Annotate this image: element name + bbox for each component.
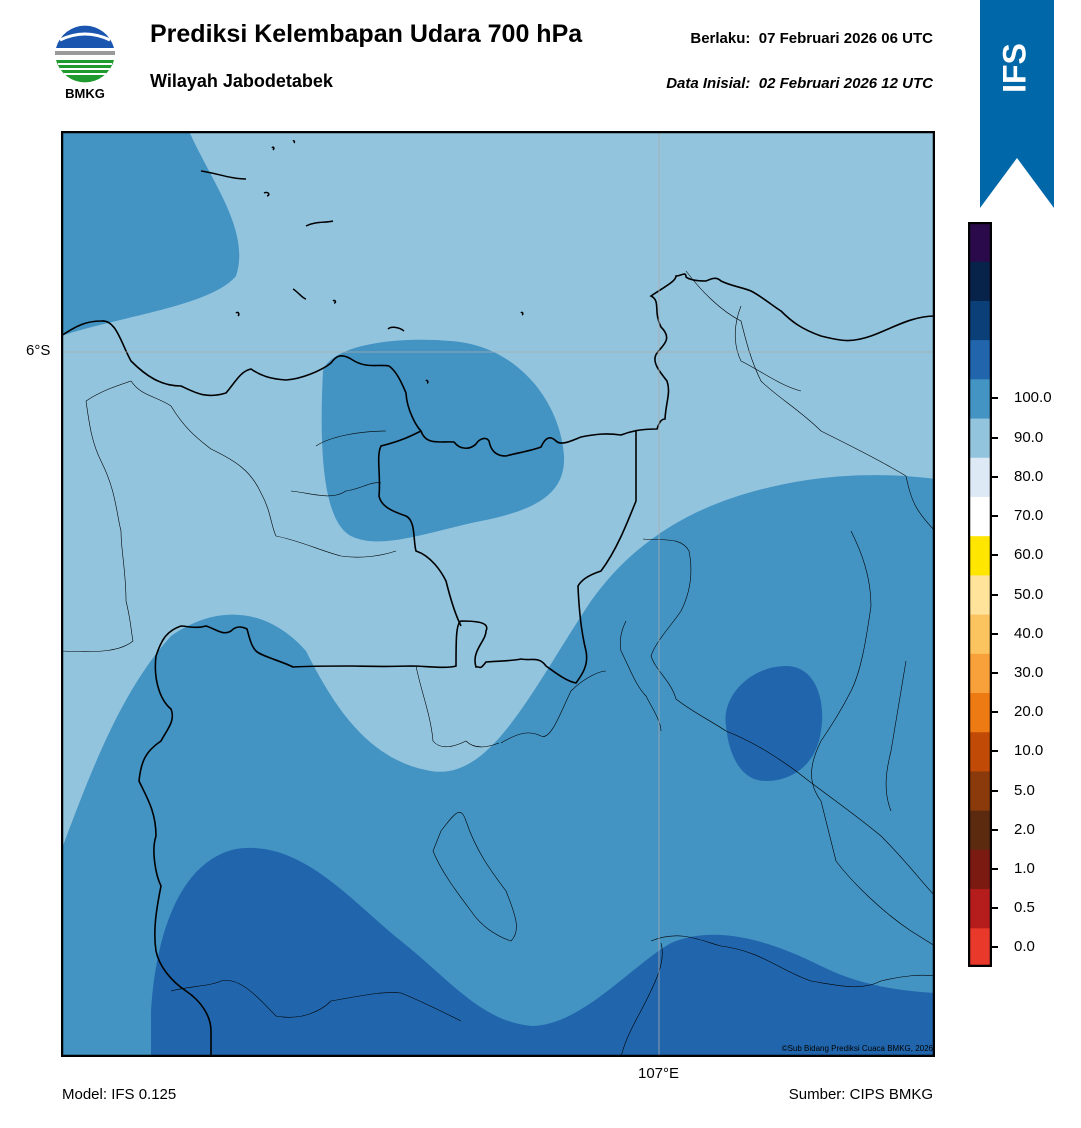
colorbar-segment bbox=[968, 535, 992, 576]
colorbar-tick bbox=[992, 750, 998, 753]
colorbar-segment bbox=[968, 222, 992, 262]
colorbar-tick bbox=[992, 711, 998, 714]
jakarta-boundary bbox=[377, 430, 462, 627]
colorbar-label: 40.0 bbox=[1014, 624, 1044, 642]
colorbar-label: 10.0 bbox=[1014, 742, 1044, 760]
colorbar-segment bbox=[968, 731, 992, 772]
colorbar-tick bbox=[992, 671, 998, 674]
colorbar-label: 5.0 bbox=[1014, 781, 1035, 799]
initial-time: Data Inisial: 02 Februari 2026 12 UTC bbox=[666, 75, 933, 92]
colorbar-label: 90.0 bbox=[1014, 428, 1044, 446]
valid-label: Berlaku: bbox=[690, 30, 751, 47]
colorbar-segment bbox=[968, 614, 992, 654]
map-frame bbox=[61, 131, 935, 1057]
colorbar-segment bbox=[968, 927, 992, 967]
valid-value: 07 Februari 2026 06 UTC bbox=[758, 30, 933, 47]
colorbar-tick bbox=[992, 515, 998, 518]
init-value: 02 Februari 2026 12 UTC bbox=[758, 75, 933, 92]
fill-70-80-northwest bbox=[61, 131, 240, 336]
colorbar-segment bbox=[968, 849, 992, 890]
colorbar-label: 60.0 bbox=[1014, 546, 1044, 564]
colorbar-tick bbox=[992, 436, 998, 439]
colorbar-label: 80.0 bbox=[1014, 467, 1044, 485]
colorbar-tick bbox=[992, 397, 998, 400]
colorbar-segment bbox=[968, 261, 992, 301]
latitude-label: 6°S bbox=[26, 342, 51, 359]
region-subtitle: Wilayah Jabodetabek bbox=[150, 71, 333, 91]
colorbar-segment bbox=[968, 496, 992, 537]
colorbar-tick bbox=[992, 632, 998, 635]
colorbar-segment bbox=[968, 888, 992, 929]
colorbar-tick bbox=[992, 907, 998, 910]
colorbar-tick bbox=[992, 475, 998, 478]
colorbar-segment bbox=[968, 692, 992, 733]
colorbar-label: 50.0 bbox=[1014, 585, 1044, 603]
page-title: Prediksi Kelembapan Udara 700 hPa bbox=[150, 20, 583, 48]
colorbar-label: 0.5 bbox=[1014, 899, 1035, 917]
colorbar-label: 70.0 bbox=[1014, 507, 1044, 525]
humidity-map bbox=[61, 131, 935, 1057]
colorbar-label: 20.0 bbox=[1014, 703, 1044, 721]
colorbar-tick bbox=[992, 946, 998, 949]
colorbar-tick bbox=[992, 828, 998, 831]
model-label: Model: IFS 0.125 bbox=[62, 1086, 177, 1103]
colorbar-label: 100.0 bbox=[1014, 389, 1052, 407]
thousand-islands bbox=[200, 140, 524, 384]
colorbar-label: 0.0 bbox=[1014, 938, 1035, 956]
longitude-label: 107°E bbox=[638, 1065, 680, 1082]
colorbar-tick bbox=[992, 554, 998, 557]
colorbar-label: 2.0 bbox=[1014, 820, 1035, 838]
fill-80-90-south bbox=[151, 847, 935, 1057]
source-label: Sumber: CIPS BMKG bbox=[788, 1086, 933, 1103]
colorbar-segment bbox=[968, 300, 992, 341]
colorbar-segment bbox=[968, 810, 992, 850]
colorbar-label: 1.0 bbox=[1014, 859, 1035, 877]
fill-80-90-east bbox=[725, 666, 823, 781]
init-label: Data Inisial: bbox=[666, 75, 751, 92]
colorbar bbox=[968, 222, 992, 967]
colorbar-segment bbox=[968, 770, 992, 811]
colorbar-segment bbox=[968, 378, 992, 419]
province-boundary bbox=[138, 431, 637, 1057]
colorbar-segment bbox=[968, 457, 992, 497]
colorbar-segment bbox=[968, 339, 992, 380]
valid-time: Berlaku: 07 Februari 2026 06 UTC bbox=[690, 30, 933, 47]
fill-70-80-center bbox=[321, 339, 565, 542]
colorbar-segment bbox=[968, 418, 992, 458]
ribbon-label: IFS bbox=[996, 43, 1032, 93]
ifs-ribbon: IFS bbox=[980, 0, 1054, 208]
colorbar-segment bbox=[968, 574, 992, 615]
bmkg-logo-icon bbox=[54, 22, 116, 84]
logo-text: BMKG bbox=[65, 86, 105, 101]
map-credit: ©Sub Bidang Prediksi Cuaca BMKG, 2026 bbox=[781, 1044, 933, 1053]
district-boundaries bbox=[61, 270, 935, 1057]
colorbar-segment bbox=[968, 653, 992, 694]
colorbar-tick bbox=[992, 867, 998, 870]
colorbar-tick bbox=[992, 789, 998, 792]
colorbar-label: 30.0 bbox=[1014, 663, 1044, 681]
colorbar-tick bbox=[992, 593, 998, 596]
coastline bbox=[61, 273, 935, 457]
